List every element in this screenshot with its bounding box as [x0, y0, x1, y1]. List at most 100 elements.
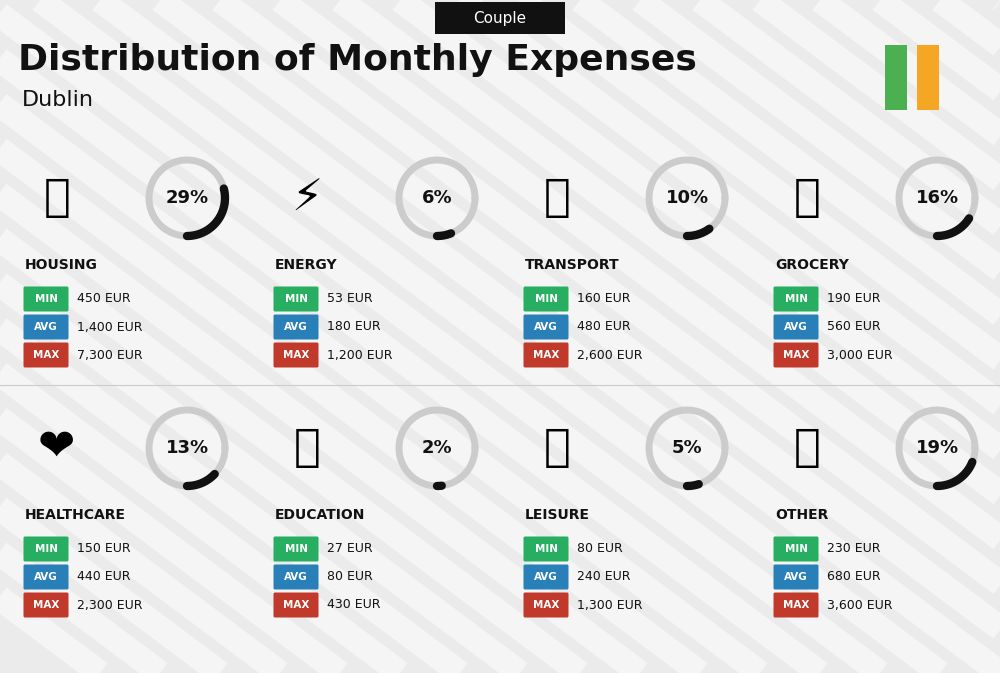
Text: GROCERY: GROCERY [775, 258, 849, 272]
FancyBboxPatch shape [774, 536, 818, 561]
Text: 80 EUR: 80 EUR [577, 542, 623, 555]
Text: 680 EUR: 680 EUR [827, 571, 881, 583]
Text: MAX: MAX [283, 600, 309, 610]
Text: ❤️: ❤️ [38, 427, 76, 470]
Text: 180 EUR: 180 EUR [327, 320, 381, 334]
Text: 3,000 EUR: 3,000 EUR [827, 349, 893, 361]
FancyBboxPatch shape [524, 343, 568, 367]
Text: 6%: 6% [422, 189, 452, 207]
Text: MIN: MIN [534, 544, 558, 554]
Text: ⚡: ⚡ [291, 176, 323, 219]
Text: 🎓: 🎓 [294, 427, 320, 470]
Text: 450 EUR: 450 EUR [77, 293, 131, 306]
FancyBboxPatch shape [524, 314, 568, 339]
FancyBboxPatch shape [435, 2, 565, 34]
Text: MAX: MAX [533, 600, 559, 610]
Text: 2,300 EUR: 2,300 EUR [77, 598, 143, 612]
Text: 🚌: 🚌 [544, 176, 570, 219]
Text: MAX: MAX [533, 350, 559, 360]
FancyBboxPatch shape [24, 592, 68, 618]
Text: 480 EUR: 480 EUR [577, 320, 631, 334]
Text: 2,600 EUR: 2,600 EUR [577, 349, 642, 361]
Text: 29%: 29% [165, 189, 209, 207]
FancyBboxPatch shape [774, 343, 818, 367]
Text: AVG: AVG [284, 322, 308, 332]
Text: 160 EUR: 160 EUR [577, 293, 631, 306]
FancyBboxPatch shape [24, 536, 68, 561]
Text: 560 EUR: 560 EUR [827, 320, 881, 334]
Text: 13%: 13% [165, 439, 209, 457]
Text: AVG: AVG [284, 572, 308, 582]
Text: 430 EUR: 430 EUR [327, 598, 380, 612]
FancyBboxPatch shape [774, 314, 818, 339]
Text: 19%: 19% [915, 439, 959, 457]
Text: 🏙: 🏙 [44, 176, 70, 219]
Text: HEALTHCARE: HEALTHCARE [25, 508, 126, 522]
Text: OTHER: OTHER [775, 508, 828, 522]
Text: EDUCATION: EDUCATION [275, 508, 365, 522]
Text: MAX: MAX [33, 600, 59, 610]
Text: AVG: AVG [34, 322, 58, 332]
Text: AVG: AVG [784, 322, 808, 332]
FancyBboxPatch shape [274, 592, 318, 618]
Text: 230 EUR: 230 EUR [827, 542, 881, 555]
FancyBboxPatch shape [274, 565, 318, 590]
Text: MAX: MAX [33, 350, 59, 360]
Text: ENERGY: ENERGY [275, 258, 338, 272]
FancyBboxPatch shape [524, 287, 568, 312]
FancyBboxPatch shape [24, 343, 68, 367]
Text: MIN: MIN [784, 544, 808, 554]
FancyBboxPatch shape [774, 592, 818, 618]
Text: 10%: 10% [665, 189, 709, 207]
Text: AVG: AVG [534, 572, 558, 582]
Text: AVG: AVG [534, 322, 558, 332]
Text: MAX: MAX [283, 350, 309, 360]
FancyBboxPatch shape [524, 592, 568, 618]
Text: MIN: MIN [285, 294, 308, 304]
Text: 2%: 2% [422, 439, 452, 457]
FancyBboxPatch shape [274, 343, 318, 367]
Text: 1,300 EUR: 1,300 EUR [577, 598, 642, 612]
FancyBboxPatch shape [274, 536, 318, 561]
Text: TRANSPORT: TRANSPORT [525, 258, 620, 272]
Text: HOUSING: HOUSING [25, 258, 98, 272]
Text: 240 EUR: 240 EUR [577, 571, 631, 583]
Text: MIN: MIN [534, 294, 558, 304]
Text: Distribution of Monthly Expenses: Distribution of Monthly Expenses [18, 43, 697, 77]
Text: 190 EUR: 190 EUR [827, 293, 881, 306]
Text: MIN: MIN [285, 544, 308, 554]
FancyBboxPatch shape [917, 45, 939, 110]
Text: LEISURE: LEISURE [525, 508, 590, 522]
FancyBboxPatch shape [24, 287, 68, 312]
FancyBboxPatch shape [274, 287, 318, 312]
Text: 5%: 5% [672, 439, 702, 457]
Text: 1,200 EUR: 1,200 EUR [327, 349, 392, 361]
Text: 7,300 EUR: 7,300 EUR [77, 349, 143, 361]
FancyBboxPatch shape [24, 565, 68, 590]
Text: MAX: MAX [783, 600, 809, 610]
FancyBboxPatch shape [274, 314, 318, 339]
Text: AVG: AVG [34, 572, 58, 582]
FancyBboxPatch shape [774, 565, 818, 590]
Text: Dublin: Dublin [22, 90, 94, 110]
FancyBboxPatch shape [524, 536, 568, 561]
Text: 🛍: 🛍 [544, 427, 570, 470]
Text: 440 EUR: 440 EUR [77, 571, 130, 583]
Text: 80 EUR: 80 EUR [327, 571, 373, 583]
Text: MIN: MIN [34, 294, 58, 304]
FancyBboxPatch shape [24, 314, 68, 339]
Text: AVG: AVG [784, 572, 808, 582]
Text: 53 EUR: 53 EUR [327, 293, 373, 306]
Text: 1,400 EUR: 1,400 EUR [77, 320, 143, 334]
FancyBboxPatch shape [885, 45, 907, 110]
FancyBboxPatch shape [774, 287, 818, 312]
Text: MIN: MIN [34, 544, 58, 554]
Text: 🛒: 🛒 [794, 176, 820, 219]
Text: 👛: 👛 [794, 427, 820, 470]
Text: 16%: 16% [915, 189, 959, 207]
Text: 27 EUR: 27 EUR [327, 542, 373, 555]
Text: 150 EUR: 150 EUR [77, 542, 131, 555]
Text: MAX: MAX [783, 350, 809, 360]
Text: Couple: Couple [473, 11, 527, 26]
Text: 3,600 EUR: 3,600 EUR [827, 598, 893, 612]
